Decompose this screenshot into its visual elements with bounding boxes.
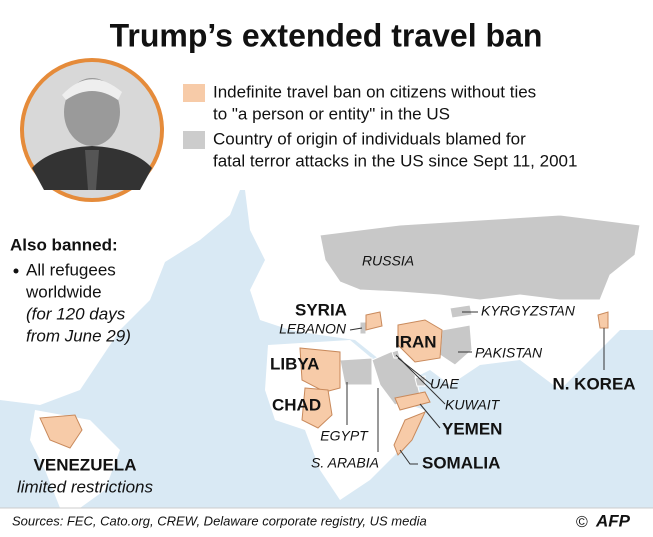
bullet [13, 268, 19, 274]
north-korea-shape [597, 311, 609, 329]
source: Sources: FEC, Cato.org, CREW, Delaware c… [12, 513, 427, 528]
syria-shape [365, 311, 383, 331]
legend-text: Country of origin of individuals blamed … [213, 129, 526, 148]
country-label: CHAD [272, 395, 321, 414]
somalia-shape [393, 411, 426, 456]
legend-text: fatal terror attacks in the US since Sep… [213, 151, 577, 170]
venezuela-note: limited restrictions [17, 477, 154, 496]
labels: Also banned: All refugees worldwide (for 12… [10, 235, 636, 531]
libya-shape [299, 347, 341, 393]
yemen-shape [394, 391, 431, 411]
russia [319, 214, 641, 301]
legend-text: to "a person or entity" in the US [213, 104, 450, 123]
also-banned-heading: Also banned: [10, 235, 118, 254]
legend-text: Indefinite travel ban on citizens withou… [213, 82, 536, 101]
map [0, 190, 653, 508]
country-label: UAE [430, 376, 459, 392]
egypt [339, 357, 373, 386]
country-label: LIBYA [270, 354, 319, 373]
also-banned-note: from June 29) [26, 326, 131, 345]
country-label: LEBANON [279, 321, 347, 337]
country-label: SOMALIA [422, 453, 500, 472]
country-label: YEMEN [442, 419, 502, 438]
uae [414, 375, 426, 387]
legend-swatch [183, 131, 205, 149]
venezuela-shape [39, 414, 83, 449]
country-label: EGYPT [320, 428, 369, 444]
also-banned-item: worldwide [25, 282, 102, 301]
leader-lines [346, 311, 605, 465]
country-label: N. KOREA [552, 374, 635, 393]
legend: Indefinite travel ban on citizens withou… [183, 82, 577, 170]
country-label: S. ARABIA [311, 455, 379, 471]
kuwait [391, 349, 401, 359]
chad-shape [301, 387, 333, 429]
country-label: IRAN [395, 332, 437, 351]
also-banned-item: All refugees [26, 260, 116, 279]
iran-shape [397, 319, 443, 363]
also-banned-note: (for 120 days [26, 304, 126, 323]
country-label: KUWAIT [445, 397, 501, 413]
credit: AFP [595, 511, 631, 530]
country-label: RUSSIA [362, 253, 414, 269]
title: Trump’s extended travel ban [110, 17, 543, 53]
country-label: PAKISTAN [475, 345, 543, 361]
portrait [20, 58, 164, 202]
venezuela-label: VENEZUELA [34, 455, 137, 474]
kyrgyzstan [449, 304, 473, 319]
legend-swatch [183, 84, 205, 102]
country-label: SYRIA [295, 300, 347, 319]
lebanon [359, 321, 367, 335]
country-label: KYRGYZSTAN [481, 303, 576, 319]
north-america [0, 190, 240, 405]
copyright: © [576, 514, 588, 531]
